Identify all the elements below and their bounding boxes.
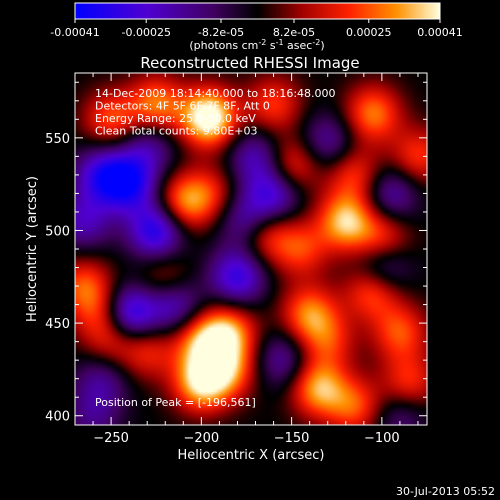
footer-timestamp: 30-Jul-2013 05:52 <box>396 485 495 498</box>
annotation-line: Detectors: 4F 5F 6F 7F 8F, Att 0 <box>95 100 270 113</box>
x-tick-label: −150 <box>274 431 310 446</box>
colorbar-tick-label: 0.00041 <box>417 26 463 39</box>
colorbar: -0.00041 -0.00025 -8.2e-05 8.2e-05 0.00025 0.… <box>50 2 463 52</box>
plot-title: Reconstructed RHESSI Image <box>140 54 359 72</box>
y-tick-label: 400 <box>45 410 70 425</box>
colorbar-tick-label: -0.00041 <box>50 26 99 39</box>
x-tick-label: −250 <box>93 431 129 446</box>
y-axis: 400 450 500 550 <box>45 81 427 425</box>
peak-position-label: Position of Peak = [-196,561] <box>95 396 256 409</box>
heatmap-raster <box>75 73 427 425</box>
colorbar-ticks: -0.00041 -0.00025 -8.2e-05 8.2e-05 0.00025 0.… <box>50 19 463 39</box>
y-axis-label: Heliocentric Y (arcsec) <box>25 176 40 322</box>
colorbar-tick-label: -8.2e-05 <box>198 26 244 39</box>
colorbar-tick-label: -0.00025 <box>121 26 170 39</box>
x-axis-label: Heliocentric X (arcsec) <box>178 448 325 463</box>
x-tick-label: −200 <box>183 431 219 446</box>
y-tick-label: 500 <box>45 224 70 239</box>
colorbar-tick-label: 8.2e-05 <box>273 26 315 39</box>
x-tick-label: −100 <box>364 431 400 446</box>
x-axis: −250 −200 −150 −100 <box>74 73 419 446</box>
annotation-line: 14-Dec-2009 18:14:40.000 to 18:16:48.000 <box>95 87 336 100</box>
annotation-line: Energy Range: 25.0-50.0 keV <box>95 112 256 125</box>
colorbar-gradient <box>74 2 441 20</box>
heatmap-image <box>75 73 427 425</box>
y-tick-label: 450 <box>45 317 70 332</box>
y-tick-label: 550 <box>45 132 70 147</box>
colorbar-unit: (photons cm-2 s-1 asec-2) <box>189 38 324 52</box>
colorbar-tick-label: 0.00025 <box>346 26 392 39</box>
annotation-line: Clean Total counts: 9.80E+03 <box>95 125 258 138</box>
annotation-block: 14-Dec-2009 18:14:40.000 to 18:16:48.000… <box>95 87 336 138</box>
